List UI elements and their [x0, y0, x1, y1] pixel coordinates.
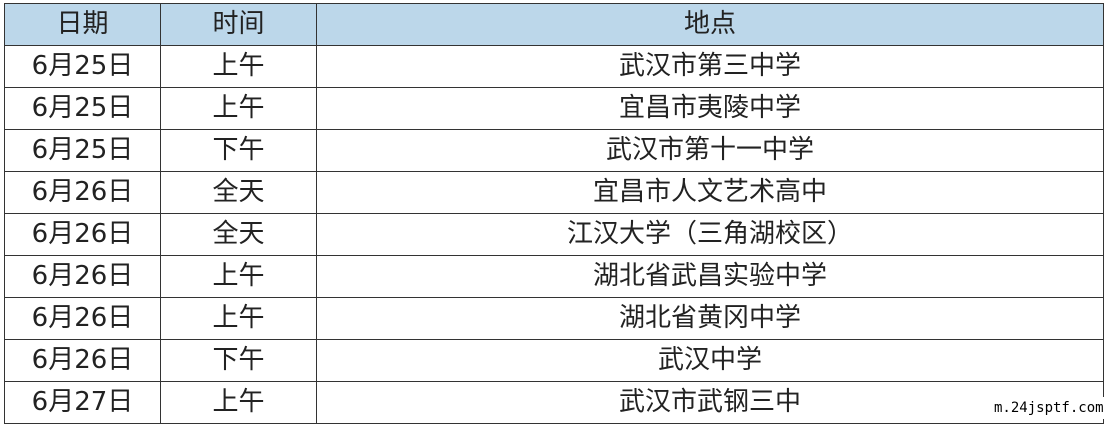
time-cell: 上午: [160, 297, 317, 340]
location-cell: 宜昌市人文艺术高中: [316, 171, 1104, 214]
date-cell: 6月25日: [4, 45, 161, 88]
date-cell: 6月26日: [4, 297, 161, 340]
time-cell: 上午: [160, 381, 317, 424]
table-row: 6月25日 上午 武汉市第三中学: [4, 45, 1104, 88]
date-cell: 6月26日: [4, 255, 161, 298]
location-cell: 宜昌市夷陵中学: [316, 87, 1104, 130]
date-cell: 6月25日: [4, 87, 161, 130]
time-cell: 下午: [160, 129, 317, 172]
table-row: 6月26日 上午 湖北省黄冈中学: [4, 297, 1104, 340]
date-cell: 6月27日: [4, 381, 161, 424]
header-location: 地点: [316, 3, 1104, 46]
location-cell: 武汉市第十一中学: [316, 129, 1104, 172]
time-cell: 上午: [160, 87, 317, 130]
table-row: 6月26日 下午 武汉中学: [4, 339, 1104, 382]
time-cell: 全天: [160, 171, 317, 214]
date-cell: 6月26日: [4, 171, 161, 214]
header-row: 日期 时间 地点: [4, 3, 1104, 46]
location-cell: 湖北省黄冈中学: [316, 297, 1104, 340]
date-cell: 6月25日: [4, 129, 161, 172]
location-cell: 湖北省武昌实验中学: [316, 255, 1104, 298]
table-row: 6月27日 上午 武汉市武钢三中: [4, 381, 1104, 424]
location-cell: 武汉市第三中学: [316, 45, 1104, 88]
table-row: 6月26日 上午 湖北省武昌实验中学: [4, 255, 1104, 298]
time-cell: 上午: [160, 255, 317, 298]
time-cell: 全天: [160, 213, 317, 256]
location-cell: 江汉大学（三角湖校区）: [316, 213, 1104, 256]
time-cell: 上午: [160, 45, 317, 88]
table-row: 6月26日 全天 宜昌市人文艺术高中: [4, 171, 1104, 214]
header-date: 日期: [4, 3, 161, 46]
header-time: 时间: [160, 3, 317, 46]
location-cell: 武汉市武钢三中: [316, 381, 1104, 424]
time-cell: 下午: [160, 339, 317, 382]
location-cell: 武汉中学: [316, 339, 1104, 382]
watermark: m.24jsptf.com: [990, 397, 1108, 419]
date-cell: 6月26日: [4, 339, 161, 382]
table-row: 6月26日 全天 江汉大学（三角湖校区）: [4, 213, 1104, 256]
date-cell: 6月26日: [4, 213, 161, 256]
schedule-table: 日期 时间 地点 6月25日 上午 武汉市第三中学 6月25日 上午 宜昌市夷陵中学 6月2…: [4, 3, 1104, 424]
table-row: 6月25日 上午 宜昌市夷陵中学: [4, 87, 1104, 130]
table-row: 6月25日 下午 武汉市第十一中学: [4, 129, 1104, 172]
